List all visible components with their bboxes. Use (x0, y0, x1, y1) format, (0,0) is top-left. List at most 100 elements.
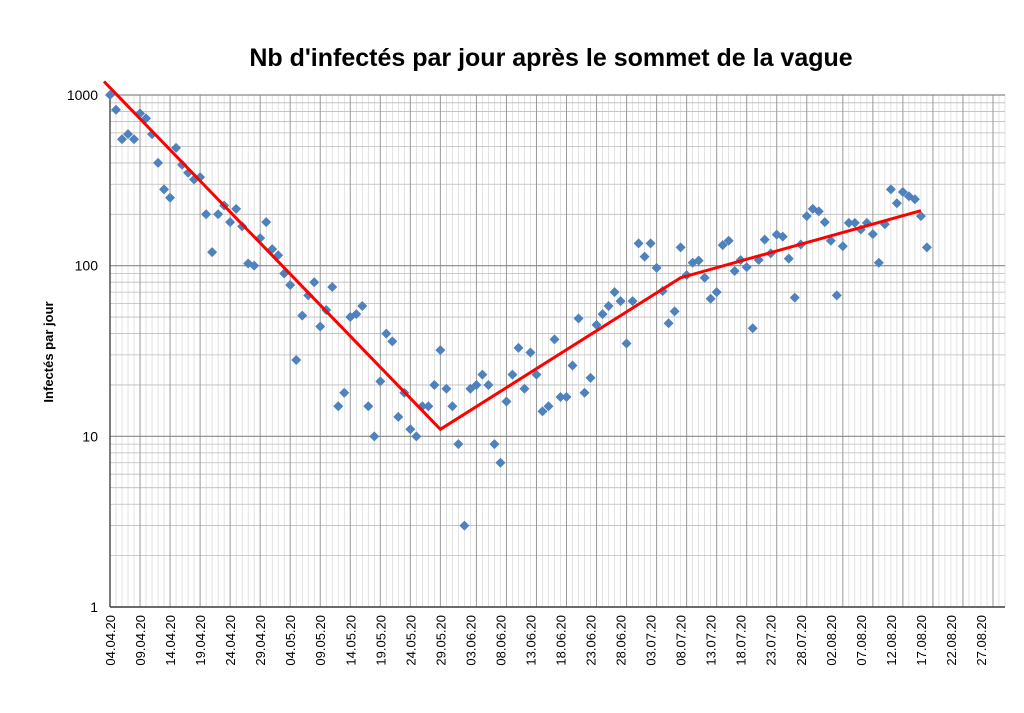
data-point (297, 310, 308, 321)
data-point (693, 255, 704, 266)
data-point (435, 345, 446, 356)
data-point (507, 369, 518, 380)
data-point (633, 238, 644, 249)
x-tick-label: 08.07.20 (674, 615, 689, 666)
data-point (213, 209, 224, 220)
data-point (915, 211, 926, 222)
data-point (621, 338, 632, 349)
x-tick-label: 23.07.20 (764, 615, 779, 666)
y-axis-label: Infectés par jour (41, 301, 56, 402)
y-tick-labels: 1 10 100 1000 (67, 87, 98, 615)
data-point (285, 280, 296, 291)
x-tick-label: 14.05.20 (343, 615, 358, 666)
data-point (837, 241, 848, 252)
data-point (747, 323, 758, 334)
data-point (555, 392, 566, 403)
data-point (675, 242, 686, 253)
data-point (741, 262, 752, 273)
data-point (627, 296, 638, 307)
data-point (489, 439, 500, 450)
x-tick-label: 03.06.20 (463, 615, 478, 666)
data-point (537, 406, 548, 417)
data-point (831, 290, 842, 301)
data-point (393, 411, 404, 422)
data-point (327, 281, 338, 292)
data-point (825, 235, 836, 246)
data-point (615, 296, 626, 307)
data-point (261, 217, 272, 228)
x-tick-label: 29.04.20 (253, 615, 268, 666)
data-point (711, 287, 722, 298)
x-tick-label: 07.08.20 (854, 615, 869, 666)
x-tick-label: 28.07.20 (794, 615, 809, 666)
data-point (411, 431, 422, 442)
data-point (789, 292, 800, 303)
data-point (405, 424, 416, 435)
minor-gridlines (110, 95, 1006, 607)
data-point (159, 184, 170, 195)
x-tick-label: 23.06.20 (584, 615, 599, 666)
trend-line (102, 80, 922, 432)
chart-title: Nb d'infectés par jour après le sommet d… (249, 44, 852, 72)
x-tick-label: 19.04.20 (193, 615, 208, 666)
data-point (705, 293, 716, 304)
data-point (549, 334, 560, 345)
data-point (897, 187, 908, 198)
x-tick-label: 18.07.20 (734, 615, 749, 666)
data-point (483, 379, 494, 390)
data-point (849, 217, 860, 228)
data-point (525, 347, 536, 358)
x-tick-label: 12.08.20 (884, 615, 899, 666)
data-point (801, 211, 812, 222)
data-point (105, 90, 115, 100)
x-tick-label: 28.06.20 (614, 615, 629, 666)
data-point (891, 198, 902, 209)
data-point (579, 387, 590, 398)
x-tick-label: 09.04.20 (133, 615, 148, 666)
data-point (561, 392, 572, 403)
data-point (387, 336, 398, 347)
data-point (117, 134, 128, 145)
data-point (573, 313, 584, 324)
x-tick-label: 14.04.20 (163, 615, 178, 666)
data-point (369, 431, 380, 442)
data-point (651, 262, 662, 273)
x-tick-label: 24.05.20 (403, 615, 418, 666)
data-point (177, 159, 188, 170)
x-tick-label: 27.08.20 (974, 615, 989, 666)
x-tick-label: 13.07.20 (704, 615, 719, 666)
x-tick-label: 03.07.20 (644, 615, 659, 666)
data-point (645, 238, 656, 249)
major-gridlines (109, 94, 1005, 608)
data-point (303, 290, 314, 301)
data-point (567, 360, 578, 371)
data-point (495, 457, 506, 468)
data-point (249, 260, 260, 271)
data-point (357, 301, 368, 312)
data-point (309, 277, 320, 288)
data-point (129, 134, 140, 145)
data-point (591, 319, 602, 330)
data-point (759, 234, 770, 245)
data-point (663, 318, 674, 329)
data-point (885, 184, 896, 195)
data-point (339, 387, 350, 398)
data-point (375, 376, 386, 387)
y-tick-label: 1 (90, 599, 98, 615)
x-tick-label: 04.04.20 (103, 615, 118, 666)
data-point (867, 229, 878, 240)
data-point (597, 309, 608, 320)
data-point (873, 257, 884, 268)
data-point (423, 401, 434, 412)
data-point (531, 369, 542, 380)
data-point (921, 242, 932, 253)
data-point (351, 309, 362, 320)
x-tick-label: 08.06.20 (493, 615, 508, 666)
data-point (201, 209, 212, 220)
data-point (315, 321, 326, 332)
x-tick-label: 02.08.20 (824, 615, 839, 666)
data-point (231, 203, 242, 214)
y-tick-label: 100 (75, 258, 99, 274)
